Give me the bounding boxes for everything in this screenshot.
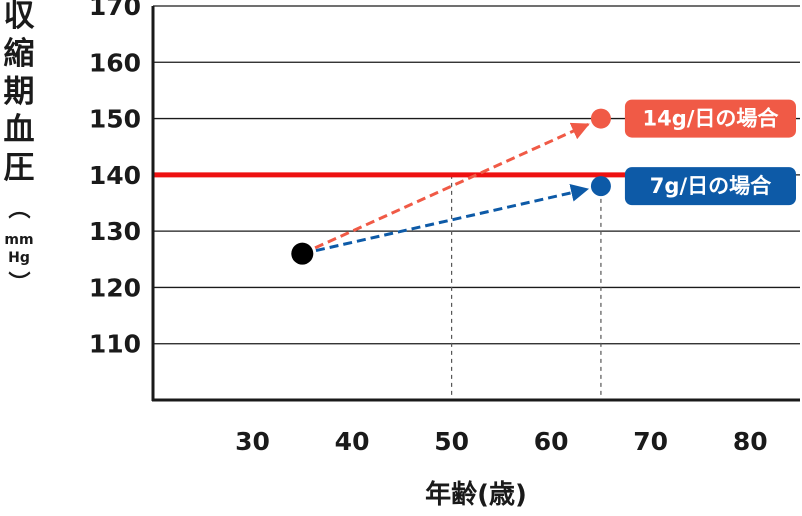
x-tick-labels: 30 40 50 60 70 80: [235, 427, 767, 456]
y-tick-label-130: 130: [89, 217, 141, 246]
y-tick-labels: 110 120 130 140 150 160 170: [89, 0, 141, 359]
y-tick-label-160: 160: [89, 48, 141, 77]
series-label-badge-1: [624, 99, 796, 138]
start-point: [291, 242, 314, 265]
series-end-point-2: [590, 176, 611, 197]
series-labels: 14g/日の場合 7g/日の場合: [624, 99, 796, 206]
y-tick-label-170: 170: [89, 0, 141, 21]
y-unit-paren-close: ）: [5, 271, 30, 293]
series-end-point-1: [590, 108, 611, 129]
axes: [151, 6, 800, 402]
y-unit-paren-open: （: [5, 197, 30, 219]
y-unit-mm: mm: [4, 232, 33, 248]
y-tick-label-120: 120: [89, 273, 141, 302]
y-axis-title: 収縮期血圧 （ mm Hg ）: [4, 0, 35, 293]
y-tick-label-150: 150: [89, 105, 141, 134]
x-tick-label-70: 70: [633, 427, 668, 456]
series-group: [291, 108, 611, 265]
x-tick-label-40: 40: [335, 427, 370, 456]
series-label-1: 14g/日の場合: [642, 107, 779, 131]
series-arrow-1: [314, 122, 590, 250]
x-tick-label-80: 80: [733, 427, 768, 456]
guide-lines: [451, 174, 602, 400]
series-label-2: 7g/日の場合: [650, 174, 772, 198]
x-tick-label-60: 60: [534, 427, 569, 456]
y-unit-hg: Hg: [8, 250, 30, 266]
y-axis-label: 収縮期血圧: [4, 0, 35, 186]
series-arrow-2: [315, 183, 590, 253]
y-tick-label-140: 140: [89, 161, 141, 190]
x-tick-label-30: 30: [235, 427, 270, 456]
x-axis-label: 年齢(歳): [425, 479, 527, 510]
x-tick-label-50: 50: [434, 427, 469, 456]
series-label-badge-2: [624, 167, 796, 206]
y-tick-label-110: 110: [89, 330, 141, 359]
